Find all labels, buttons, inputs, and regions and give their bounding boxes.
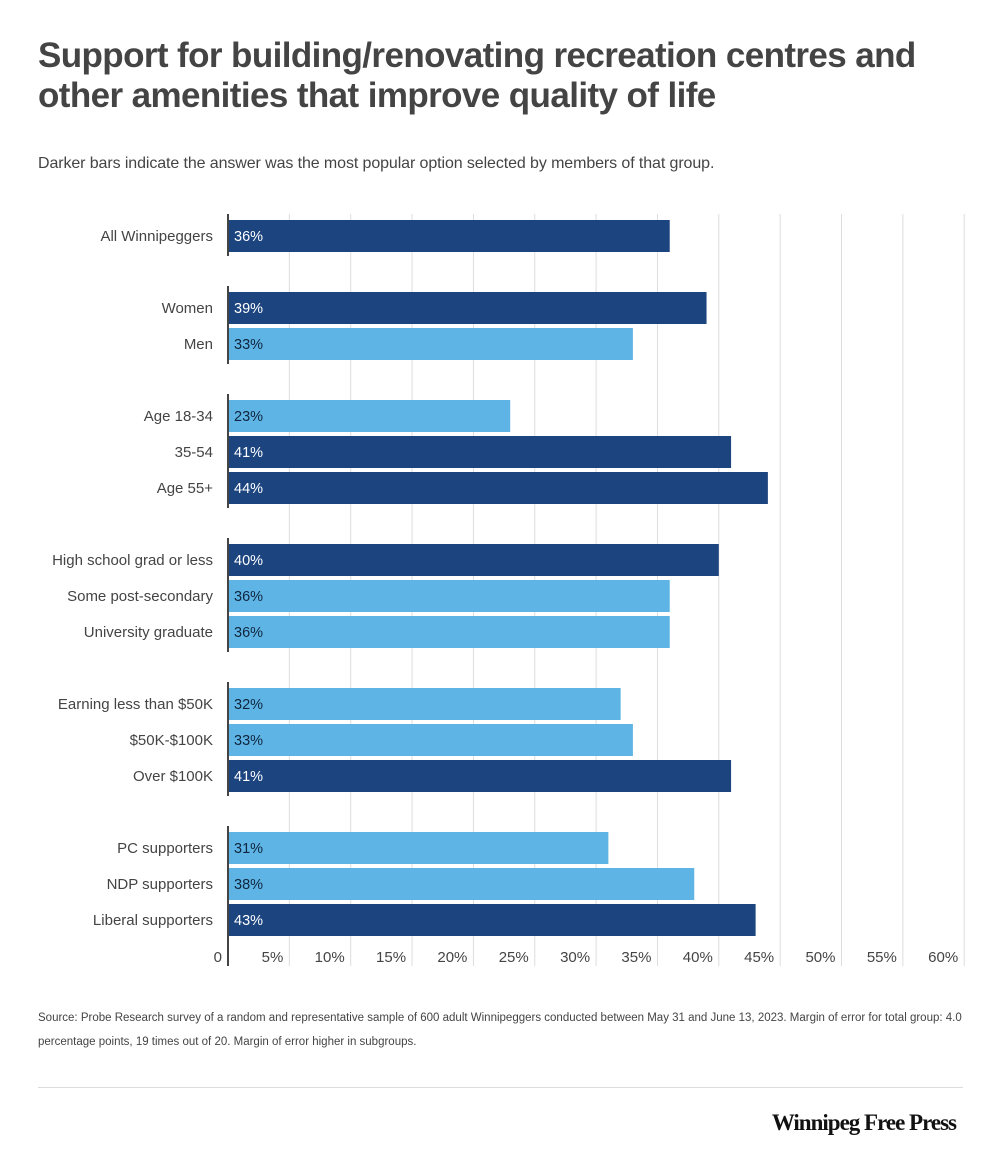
category-label: 35-54	[175, 444, 213, 461]
publisher-logo: Winnipeg Free Press	[771, 1110, 957, 1135]
x-tick-label: 35%	[621, 949, 651, 966]
bar	[228, 724, 633, 756]
category-label: PC supporters	[117, 840, 213, 857]
x-tick-label: 0	[214, 949, 222, 966]
data-label: 41%	[234, 769, 263, 785]
category-label: All Winnipeggers	[100, 228, 213, 245]
bar	[228, 328, 633, 360]
chart-title: Support for building/renovating recreati…	[38, 36, 916, 115]
bar	[228, 580, 670, 612]
labels: 0 5% 10% 15% 20% 25% 30% 35% 40% 45% 50% 55% 60% All …	[52, 228, 958, 966]
bar	[228, 832, 609, 864]
bar	[228, 436, 732, 468]
data-label: 36%	[234, 589, 263, 605]
x-tick-label: 50%	[805, 949, 835, 966]
category-label: $50K-$100K	[130, 732, 213, 749]
data-label: 33%	[234, 733, 263, 749]
bar	[228, 544, 719, 576]
x-tick-label: 15%	[376, 949, 406, 966]
source-note: Source: Probe Research survey of a rando…	[38, 1012, 962, 1048]
data-label: 39%	[234, 301, 263, 317]
data-label: 41%	[234, 445, 263, 461]
bar	[228, 400, 511, 432]
data-label: 32%	[234, 697, 263, 713]
data-label: 23%	[234, 409, 263, 425]
bar-chart: 0 5% 10% 15% 20% 25% 30% 35% 40% 45% 50% 55% 60% All …	[52, 214, 965, 966]
footer-divider	[38, 1087, 963, 1088]
bar	[228, 220, 670, 252]
category-label: Age 55+	[157, 480, 214, 497]
data-label: 43%	[234, 913, 263, 929]
x-tick-label: 20%	[437, 949, 467, 966]
bar	[228, 688, 621, 720]
chart-subtitle: Darker bars indicate the answer was the …	[38, 155, 715, 172]
category-label: University graduate	[84, 624, 213, 641]
bar	[228, 904, 756, 936]
category-label: NDP supporters	[107, 876, 213, 893]
data-label: 31%	[234, 841, 263, 857]
x-tick-label: 55%	[867, 949, 897, 966]
category-label: Over $100K	[133, 768, 213, 785]
category-label: Age 18-34	[144, 408, 213, 425]
x-tick-label: 60%	[928, 949, 958, 966]
category-label: Earning less than $50K	[58, 696, 213, 713]
category-label: Some post-secondary	[67, 588, 213, 605]
x-tick-label: 30%	[560, 949, 590, 966]
data-label: 36%	[234, 625, 263, 641]
bar	[228, 616, 670, 648]
x-tick-label: 45%	[744, 949, 774, 966]
data-label: 38%	[234, 877, 263, 893]
x-tick-label: 40%	[683, 949, 713, 966]
data-label: 36%	[234, 229, 263, 245]
bar	[228, 760, 732, 792]
bar	[228, 292, 707, 324]
category-label: Men	[184, 336, 213, 353]
bar	[228, 472, 768, 504]
category-label: High school grad or less	[52, 552, 213, 569]
category-label: Women	[162, 300, 213, 317]
data-label: 40%	[234, 553, 263, 569]
bars	[228, 220, 768, 936]
x-tick-label: 5%	[262, 949, 284, 966]
bar	[228, 868, 695, 900]
x-tick-label: 25%	[499, 949, 529, 966]
category-label: Liberal supporters	[93, 912, 213, 929]
x-tick-label: 10%	[315, 949, 345, 966]
data-label: 33%	[234, 337, 263, 353]
data-label: 44%	[234, 481, 263, 497]
